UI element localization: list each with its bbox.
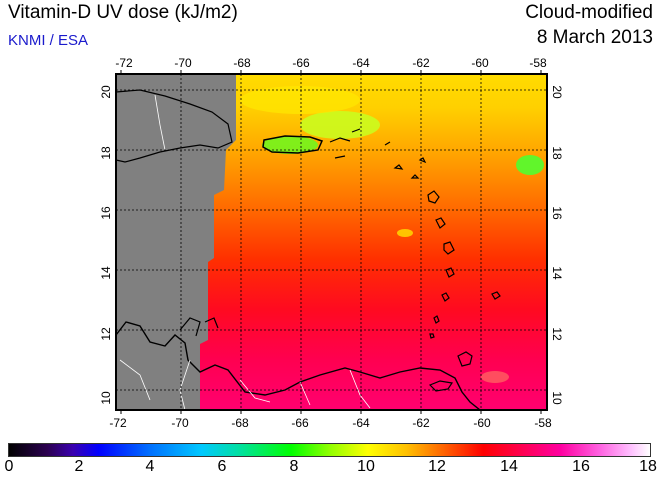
lon-label-bottom: -72 (109, 416, 127, 430)
colorbar-label: 2 (75, 458, 84, 476)
lat-label-left: 20 (99, 85, 113, 99)
colorbar-label: 14 (500, 458, 518, 476)
yellow-patch (397, 229, 413, 237)
lon-label-bottom: -70 (171, 416, 189, 430)
colorbar-label: 18 (639, 458, 657, 476)
lon-label-bottom: -62 (412, 416, 430, 430)
lat-label-right: 10 (550, 391, 564, 405)
green-patch (516, 155, 544, 175)
lon-label-bottom: -68 (231, 416, 249, 430)
lat-label-left: 12 (99, 327, 113, 341)
lat-label-right: 18 (550, 146, 564, 160)
colorbar (8, 443, 651, 457)
lat-label-right: 20 (550, 85, 564, 99)
colorbar-label: 0 (5, 458, 14, 476)
uv-dose-map: -72 -70 -68 -66 -64 -62 -60 -58 -72 -70 … (0, 0, 665, 440)
lon-label-top: -62 (412, 56, 430, 70)
lat-label-right: 16 (550, 206, 564, 220)
lat-label-left: 10 (99, 391, 113, 405)
colorbar-label: 16 (572, 458, 590, 476)
yellow-patch (481, 371, 509, 383)
lon-label-top: -72 (115, 56, 133, 70)
lon-label-top: -68 (233, 56, 251, 70)
lon-label-bottom: -60 (473, 416, 491, 430)
lon-label-top: -64 (352, 56, 370, 70)
lat-label-right: 14 (550, 266, 564, 280)
lon-label-bottom: -64 (352, 416, 370, 430)
lat-label-left: 16 (99, 206, 113, 220)
lon-label-top: -66 (292, 56, 310, 70)
colorbar-label: 10 (357, 458, 375, 476)
lon-label-top: -58 (529, 56, 547, 70)
lat-label-left: 14 (99, 266, 113, 280)
colorbar-label: 4 (146, 458, 155, 476)
lon-label-bottom: -58 (534, 416, 552, 430)
lon-label-top: -70 (174, 56, 192, 70)
lat-label-right: 12 (550, 327, 564, 341)
lon-label-bottom: -66 (291, 416, 309, 430)
lat-label-left: 18 (99, 146, 113, 160)
green-patch (300, 111, 380, 139)
colorbar-label: 6 (218, 458, 227, 476)
lon-label-top: -60 (471, 56, 489, 70)
colorbar-label: 12 (428, 458, 446, 476)
colorbar-label: 8 (290, 458, 299, 476)
